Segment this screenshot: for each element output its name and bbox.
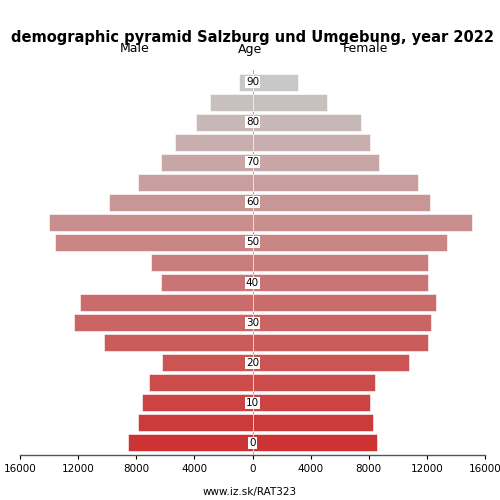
Title: demographic pyramid Salzburg und Umgebung, year 2022: demographic pyramid Salzburg und Umgebun… [11,30,494,45]
Bar [252,434,378,452]
Bar [104,334,253,351]
Bar [252,334,428,351]
Text: www.iz.sk/RAT323: www.iz.sk/RAT323 [203,487,297,497]
Bar [128,434,252,452]
Text: Female: Female [342,42,388,56]
Text: Age: Age [238,42,262,56]
Bar [252,134,370,150]
Bar [196,114,252,130]
Text: 30: 30 [246,318,259,328]
Text: 40: 40 [246,278,259,287]
Bar [252,294,436,311]
Bar [252,234,447,251]
Bar [252,254,428,271]
Bar [74,314,252,331]
Bar [252,374,374,392]
Text: 90: 90 [246,77,259,87]
Text: 70: 70 [246,157,259,167]
Bar [252,94,326,110]
Bar [252,314,431,331]
Text: 80: 80 [246,117,259,127]
Bar [55,234,252,251]
Bar [161,154,252,171]
Text: 20: 20 [246,358,259,368]
Bar [252,214,472,231]
Bar [142,394,252,411]
Text: 0: 0 [249,438,256,448]
Bar [161,274,252,291]
Bar [162,354,252,372]
Bar [252,174,418,191]
Bar [252,274,428,291]
Bar [80,294,252,311]
Bar [252,354,410,372]
Bar [210,94,252,110]
Bar [252,74,298,90]
Text: 10: 10 [246,398,259,408]
Text: 60: 60 [246,198,259,207]
Bar [150,374,252,392]
Bar [49,214,252,231]
Bar [151,254,252,271]
Bar [108,194,253,211]
Bar [176,134,252,150]
Bar [138,414,252,432]
Bar [252,194,430,211]
Text: Male: Male [120,42,150,56]
Text: 50: 50 [246,238,259,248]
Bar [138,174,252,191]
Bar [252,154,379,171]
Bar [238,74,252,90]
Bar [252,414,373,432]
Bar [252,394,370,411]
Bar [252,114,362,130]
